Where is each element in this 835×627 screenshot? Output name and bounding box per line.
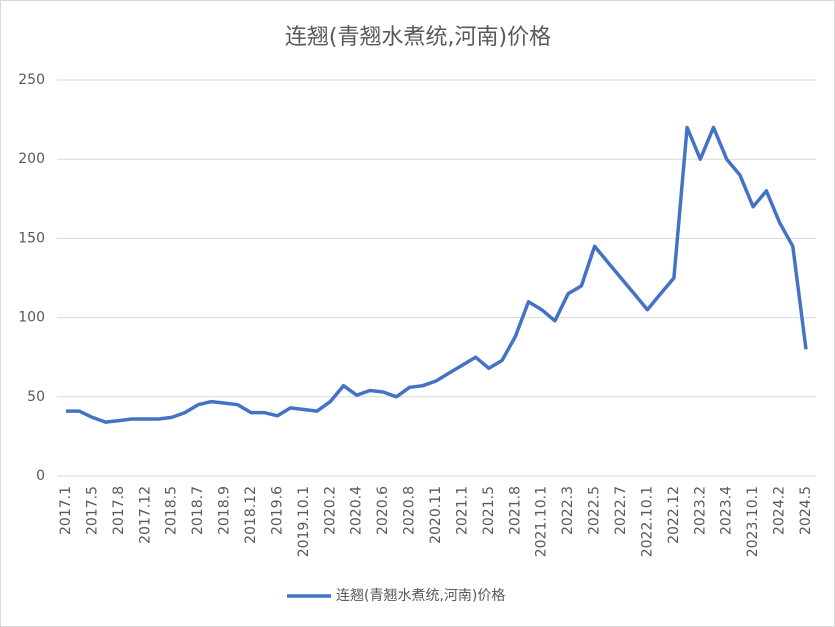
chart-title: 连翘(青翘水煮统,河南)价格	[285, 25, 551, 50]
x-tick-label: 2017.5	[84, 486, 100, 535]
x-tick-label: 2024.5	[798, 486, 814, 535]
x-tick-label: 2018.7	[190, 486, 206, 535]
y-tick-label: 250	[18, 72, 45, 88]
x-tick-label: 2019.10.1	[296, 486, 312, 557]
x-tick-label: 2021.5	[481, 486, 497, 535]
x-tick-label: 2023.10.1	[745, 486, 761, 557]
y-tick-label: 200	[18, 151, 45, 167]
y-tick-label: 50	[27, 389, 45, 405]
x-tick-label: 2021.10.1	[534, 486, 550, 557]
x-tick-label: 2020.6	[375, 486, 391, 535]
line-series	[66, 125, 808, 424]
x-tick-label: 2022.7	[613, 486, 629, 535]
x-tick-label: 2017.12	[137, 486, 153, 544]
x-tick-label: 2022.3	[560, 486, 576, 535]
x-tick-label: 2021.1	[454, 486, 470, 535]
x-tick-label: 2020.11	[428, 486, 444, 544]
y-tick-label: 150	[18, 230, 45, 246]
x-tick-label: 2023.2	[692, 486, 708, 535]
x-tick-label: 2022.5	[587, 486, 603, 535]
x-tick-label: 2020.8	[402, 486, 418, 535]
x-tick-label: 2021.8	[507, 486, 523, 535]
y-tick-label: 0	[36, 468, 45, 484]
x-tick-label: 2022.10.1	[639, 486, 655, 557]
x-tick-label: 2018.12	[243, 486, 259, 544]
x-tick-label: 2019.6	[269, 486, 285, 535]
y-tick-label: 100	[18, 310, 45, 326]
x-tick-label: 2023.4	[719, 486, 735, 535]
x-tick-label: 2020.2	[322, 486, 338, 535]
x-tick-label: 2018.9	[217, 486, 233, 535]
legend-label: 连翘(青翘水煮统,河南)价格	[336, 588, 505, 604]
x-tick-label: 2017.1	[58, 486, 74, 535]
x-tick-label: 2018.5	[164, 486, 180, 535]
x-tick-label: 2017.8	[111, 486, 127, 535]
x-tick-label: 2022.12	[666, 486, 682, 544]
x-tick-label: 2024.2	[772, 486, 788, 535]
x-tick-label: 2020.4	[349, 486, 365, 535]
